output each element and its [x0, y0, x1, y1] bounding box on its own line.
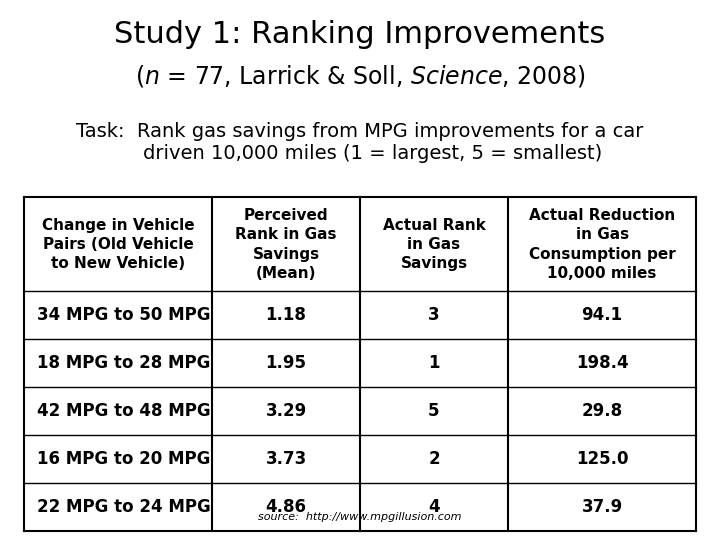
- Bar: [24, 198, 696, 531]
- Text: 3: 3: [428, 306, 440, 325]
- Text: Study 1: Ranking Improvements: Study 1: Ranking Improvements: [114, 20, 606, 49]
- Text: 1.95: 1.95: [266, 354, 307, 372]
- Text: 22 MPG to 24 MPG: 22 MPG to 24 MPG: [37, 498, 210, 516]
- Text: 42 MPG to 48 MPG: 42 MPG to 48 MPG: [37, 402, 210, 420]
- Text: 5: 5: [428, 402, 440, 420]
- Text: Actual Rank
in Gas
Savings: Actual Rank in Gas Savings: [382, 218, 485, 271]
- Text: 1.18: 1.18: [266, 306, 307, 325]
- Text: 125.0: 125.0: [576, 450, 629, 468]
- Text: 16 MPG to 20 MPG: 16 MPG to 20 MPG: [37, 450, 210, 468]
- Text: 34 MPG to 50 MPG: 34 MPG to 50 MPG: [37, 306, 210, 325]
- Text: 37.9: 37.9: [582, 498, 623, 516]
- Text: 4.86: 4.86: [266, 498, 307, 516]
- Text: 1: 1: [428, 354, 440, 372]
- Text: 3.73: 3.73: [266, 450, 307, 468]
- Text: source:  http://www.mpgillusion.com: source: http://www.mpgillusion.com: [258, 512, 462, 522]
- Text: 18 MPG to 28 MPG: 18 MPG to 28 MPG: [37, 354, 210, 372]
- Text: Change in Vehicle
Pairs (Old Vehicle
to New Vehicle): Change in Vehicle Pairs (Old Vehicle to …: [42, 218, 194, 271]
- Text: 94.1: 94.1: [582, 306, 623, 325]
- Text: ($n$ = 77, Larrick & Soll, $\it{Science}$, 2008): ($n$ = 77, Larrick & Soll, $\it{Science}…: [135, 63, 585, 89]
- Text: 4: 4: [428, 498, 440, 516]
- Text: 29.8: 29.8: [582, 402, 623, 420]
- Text: 2: 2: [428, 450, 440, 468]
- Text: Actual Reduction
in Gas
Consumption per
10,000 miles: Actual Reduction in Gas Consumption per …: [528, 208, 675, 281]
- Text: Perceived
Rank in Gas
Savings
(Mean): Perceived Rank in Gas Savings (Mean): [235, 208, 337, 281]
- Text: Task:  Rank gas savings from MPG improvements for a car
    driven 10,000 miles : Task: Rank gas savings from MPG improvem…: [76, 122, 644, 163]
- Text: 198.4: 198.4: [576, 354, 629, 372]
- Text: 3.29: 3.29: [266, 402, 307, 420]
